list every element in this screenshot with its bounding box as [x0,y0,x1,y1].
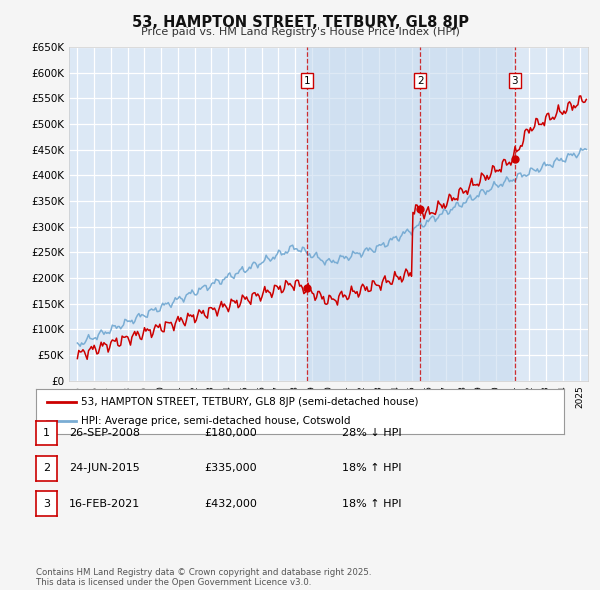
Text: £335,000: £335,000 [204,464,257,473]
Text: Contains HM Land Registry data © Crown copyright and database right 2025.
This d: Contains HM Land Registry data © Crown c… [36,568,371,587]
Text: 28% ↓ HPI: 28% ↓ HPI [342,428,401,438]
Text: HPI: Average price, semi-detached house, Cotswold: HPI: Average price, semi-detached house,… [81,417,350,426]
Text: 1: 1 [43,428,50,438]
Text: £432,000: £432,000 [204,499,257,509]
Text: 3: 3 [511,76,518,86]
Text: 16-FEB-2021: 16-FEB-2021 [69,499,140,509]
Text: 24-JUN-2015: 24-JUN-2015 [69,464,140,473]
Text: 53, HAMPTON STREET, TETBURY, GL8 8JP (semi-detached house): 53, HAMPTON STREET, TETBURY, GL8 8JP (se… [81,397,418,407]
Text: 1: 1 [304,76,311,86]
Text: Price paid vs. HM Land Registry's House Price Index (HPI): Price paid vs. HM Land Registry's House … [140,27,460,37]
Text: 18% ↑ HPI: 18% ↑ HPI [342,464,401,473]
Text: 53, HAMPTON STREET, TETBURY, GL8 8JP: 53, HAMPTON STREET, TETBURY, GL8 8JP [131,15,469,30]
Text: £180,000: £180,000 [204,428,257,438]
Text: 2: 2 [43,464,50,473]
Text: 18% ↑ HPI: 18% ↑ HPI [342,499,401,509]
Text: 26-SEP-2008: 26-SEP-2008 [69,428,140,438]
Text: 3: 3 [43,499,50,509]
Text: 2: 2 [417,76,424,86]
Bar [307,47,515,381]
